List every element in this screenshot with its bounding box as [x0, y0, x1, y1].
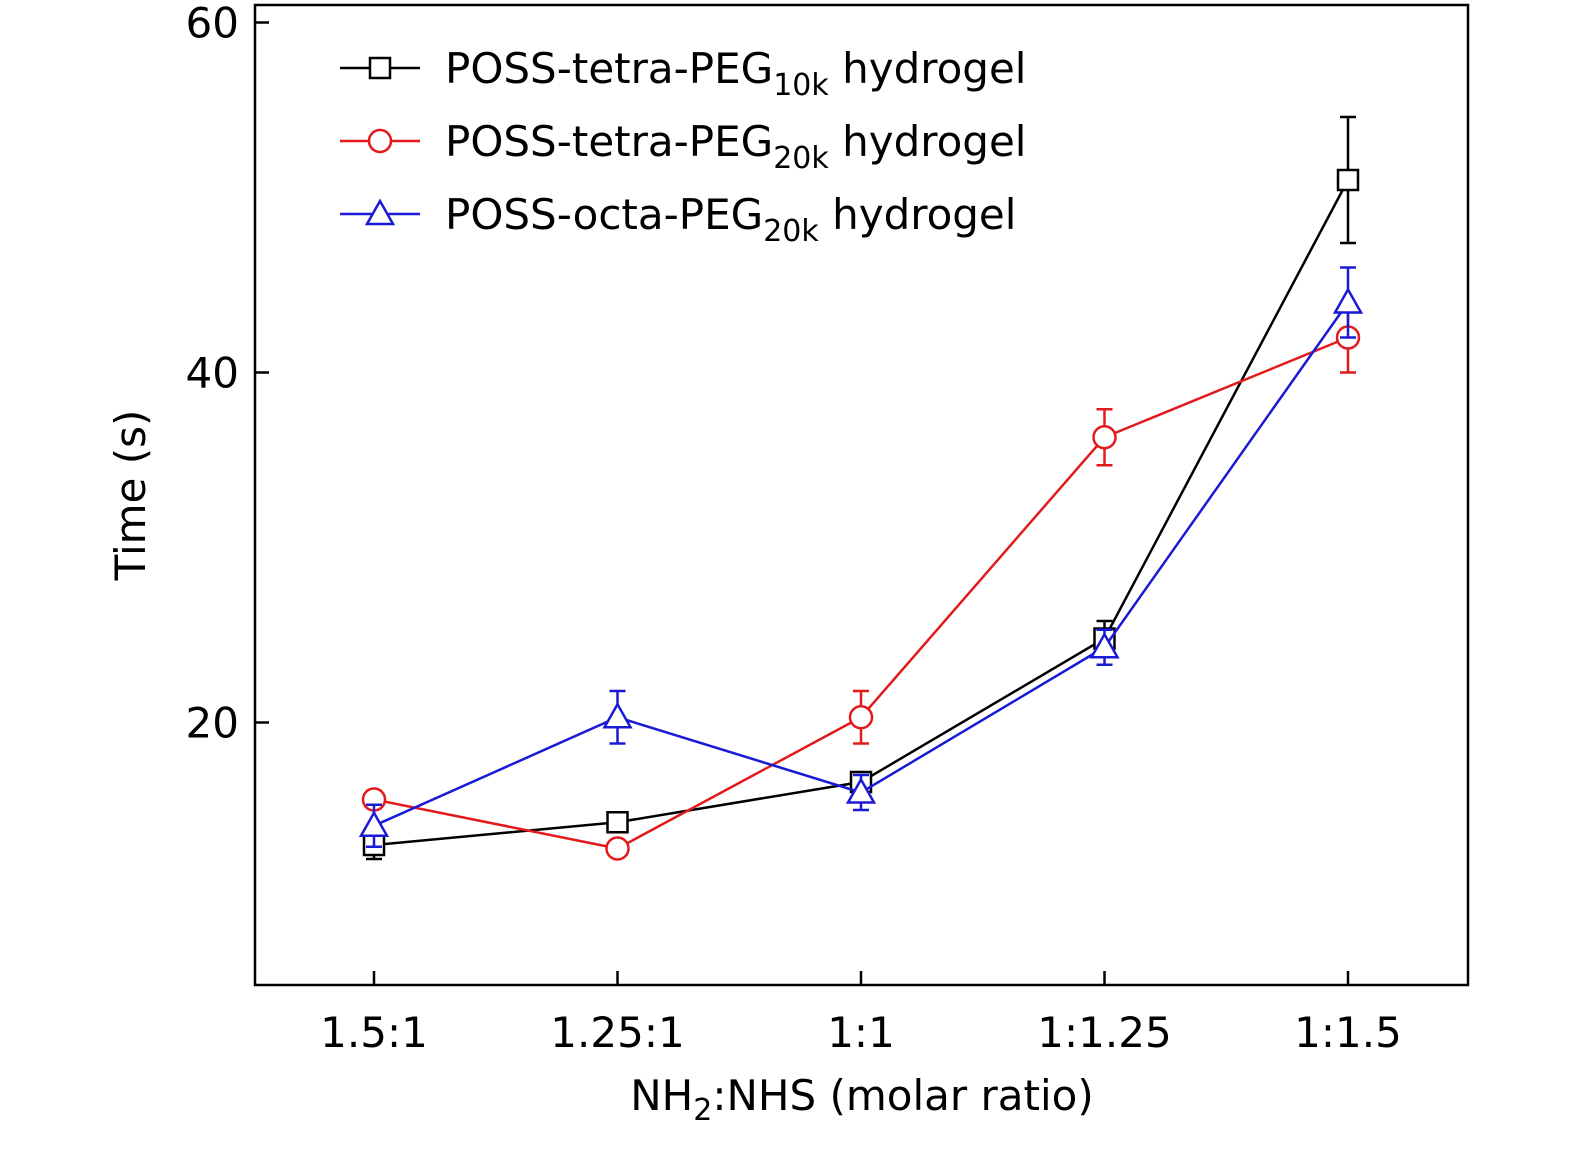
legend-label-main-2: POSS-octa-PEG	[445, 190, 763, 239]
series-1-point-2	[848, 705, 874, 730]
legend-label-main-1: POSS-tetra-PEG	[445, 117, 773, 166]
series-0-point-1	[606, 811, 629, 834]
series-2-point-1	[602, 701, 633, 729]
legend-label-2: POSS-octa-PEG20k hydrogel	[445, 190, 1016, 249]
series-0-line	[373, 179, 1350, 847]
y-tick-label-20: 20	[186, 699, 239, 748]
legend-label-sub-1: 20k	[773, 141, 829, 176]
series-0-point-4	[1336, 168, 1360, 192]
legend-label-0: POSS-tetra-PEG10k hydrogel	[445, 44, 1026, 103]
x-tick-label-4: 1:1.5	[1294, 1008, 1402, 1057]
series-2-point-3	[1089, 631, 1120, 659]
series-1-point-1	[605, 836, 630, 861]
series-2	[358, 266, 1364, 848]
legend-label-main-0: POSS-tetra-PEG	[445, 44, 773, 93]
legend-label-tail-2: hydrogel	[819, 190, 1017, 239]
x-axis-title: NH2:NHS (molar ratio)	[630, 1071, 1094, 1128]
x-axis-title-sub: 2	[693, 1093, 712, 1128]
legend-label-1: POSS-tetra-PEG20k hydrogel	[445, 117, 1026, 176]
series-2-line	[373, 301, 1350, 827]
legend-marker-2	[364, 198, 396, 226]
y-axis-title: Time (s)	[106, 410, 155, 582]
y-axis: 20 40 60	[186, 0, 269, 748]
series-layer	[358, 115, 1364, 861]
series-2-point-4	[1332, 286, 1364, 314]
legend-label-sub-0: 10k	[773, 68, 829, 103]
legend-marker-1	[367, 128, 393, 154]
legend-label-tail-0: hydrogel	[829, 44, 1027, 93]
legend: POSS-tetra-PEG10k hydrogelPOSS-tetra-PEG…	[340, 44, 1026, 249]
legend-label-sub-2: 20k	[763, 214, 819, 249]
legend-label-tail-1: hydrogel	[829, 117, 1027, 166]
x-tick-label-1: 1.25:1	[550, 1008, 684, 1057]
series-2-point-0	[358, 810, 390, 837]
series-1-point-3	[1092, 425, 1117, 450]
x-axis: 1.5:1 1.25:1 1:1 1:1.25 1:1.5	[320, 971, 1402, 1057]
x-tick-label-3: 1:1.25	[1037, 1008, 1171, 1057]
x-axis-title-main: NH	[630, 1071, 693, 1120]
legend-marker-0	[368, 56, 392, 80]
series-2-point-2	[845, 776, 877, 804]
y-tick-label-40: 40	[186, 349, 239, 398]
y-tick-label-60: 60	[186, 0, 239, 48]
x-tick-label-2: 1:1	[827, 1008, 895, 1057]
x-tick-label-0: 1.5:1	[320, 1008, 428, 1057]
x-axis-title-rest: :NHS (molar ratio)	[712, 1071, 1093, 1120]
